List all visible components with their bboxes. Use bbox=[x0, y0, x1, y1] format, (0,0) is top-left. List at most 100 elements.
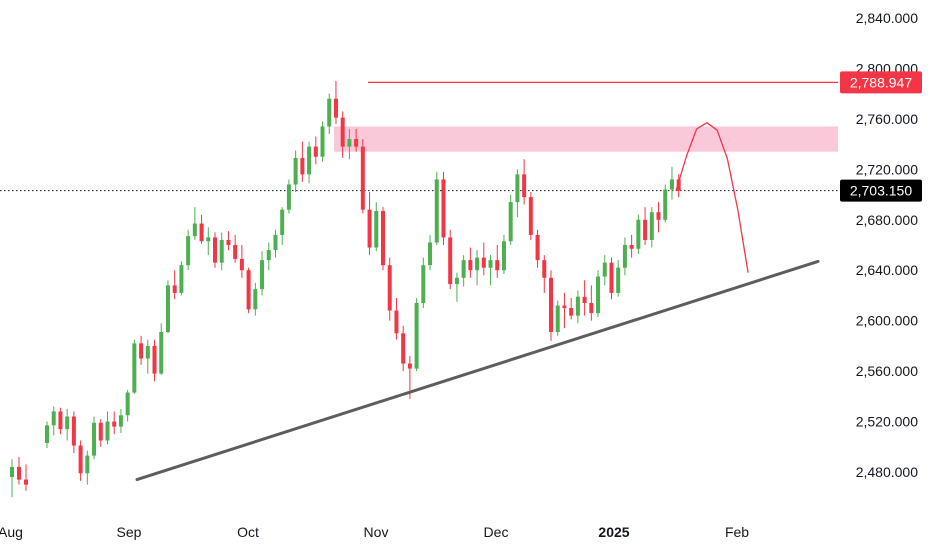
candle-body bbox=[522, 174, 527, 198]
candle bbox=[219, 232, 224, 271]
candle-body bbox=[118, 415, 123, 427]
candle-body bbox=[401, 333, 406, 364]
candle-body bbox=[555, 305, 560, 333]
candle bbox=[555, 300, 560, 336]
y-tick-label: 2,520.000 bbox=[856, 414, 918, 430]
x-tick-label: Oct bbox=[237, 524, 259, 540]
supply-zone bbox=[334, 126, 838, 152]
resistance-price-tag: 2,788.947 bbox=[840, 71, 922, 94]
candle-body bbox=[374, 210, 379, 248]
candle-body bbox=[562, 305, 567, 309]
candle-body bbox=[676, 179, 681, 191]
candle-body bbox=[582, 296, 587, 304]
candle bbox=[643, 207, 648, 245]
candle bbox=[260, 251, 265, 296]
candle-body bbox=[253, 289, 258, 310]
candle-body bbox=[360, 146, 365, 210]
candle-body bbox=[434, 179, 439, 243]
candle-body bbox=[333, 98, 338, 118]
candle-body bbox=[112, 421, 117, 427]
candle-body bbox=[394, 310, 399, 334]
y-tick-label: 2,480.000 bbox=[856, 464, 918, 480]
candle-body bbox=[636, 219, 641, 249]
candle-body bbox=[206, 237, 211, 242]
candle bbox=[51, 406, 56, 436]
candle-body bbox=[320, 126, 325, 157]
candle bbox=[428, 234, 433, 271]
candle-body bbox=[589, 303, 594, 314]
candle bbox=[280, 207, 285, 245]
candle bbox=[669, 166, 674, 200]
candle-body bbox=[616, 267, 621, 293]
candle bbox=[421, 257, 426, 309]
candle-pre-2 bbox=[24, 464, 28, 491]
candle bbox=[535, 229, 540, 268]
candle bbox=[253, 282, 258, 316]
candle bbox=[501, 234, 506, 275]
candle-body bbox=[139, 343, 144, 359]
candle bbox=[159, 323, 164, 375]
y-tick-label: 2,840.000 bbox=[856, 10, 918, 26]
candle bbox=[145, 339, 150, 374]
y-tick-label: 2,720.000 bbox=[856, 161, 918, 177]
candle bbox=[186, 229, 191, 271]
candle bbox=[582, 280, 587, 316]
x-tick-label: 2025 bbox=[598, 524, 629, 540]
candle-body bbox=[266, 250, 271, 261]
candle bbox=[139, 335, 144, 365]
candle bbox=[165, 280, 170, 334]
candle-body bbox=[152, 345, 157, 374]
candle bbox=[367, 192, 372, 256]
candle-body bbox=[65, 416, 70, 430]
candle-body bbox=[85, 455, 90, 474]
candle bbox=[468, 247, 473, 278]
candle-body bbox=[381, 210, 385, 266]
candle-pre-1-body bbox=[17, 466, 21, 480]
time-axis: Aug Sep Oct Nov Dec 2025 Feb bbox=[0, 524, 749, 540]
candle bbox=[401, 325, 406, 372]
candle bbox=[602, 255, 607, 286]
candle bbox=[475, 250, 480, 286]
candle-body bbox=[226, 239, 231, 245]
candle-body bbox=[98, 422, 103, 441]
candle-body bbox=[663, 189, 668, 220]
candle-body bbox=[414, 303, 419, 369]
candle bbox=[562, 292, 567, 329]
candle-body bbox=[468, 260, 473, 271]
candle bbox=[394, 297, 399, 340]
candle-body bbox=[71, 416, 76, 446]
candle-body bbox=[629, 245, 634, 249]
candle-body bbox=[219, 239, 224, 263]
candle-body bbox=[125, 392, 130, 416]
candle-body bbox=[495, 260, 500, 271]
candle-body bbox=[501, 241, 506, 271]
candle bbox=[589, 285, 594, 321]
candle-pre-2-body bbox=[24, 479, 28, 485]
candle bbox=[596, 270, 601, 317]
candle bbox=[45, 421, 49, 449]
candle-body bbox=[481, 257, 486, 268]
candle-body bbox=[428, 242, 433, 266]
candle bbox=[307, 141, 312, 184]
candle bbox=[132, 339, 137, 394]
candle-body bbox=[233, 245, 238, 259]
candle bbox=[85, 450, 90, 485]
candle bbox=[434, 171, 439, 245]
candle bbox=[495, 245, 500, 278]
candle-body bbox=[340, 117, 345, 147]
candle-body bbox=[105, 421, 110, 441]
candle bbox=[152, 339, 157, 382]
candle bbox=[414, 297, 419, 372]
candle bbox=[313, 136, 318, 165]
candle-body bbox=[669, 179, 674, 190]
candle bbox=[616, 260, 621, 297]
candle bbox=[246, 267, 251, 314]
candle bbox=[266, 242, 271, 271]
candle bbox=[273, 229, 278, 258]
candle-body bbox=[300, 157, 305, 175]
candle-body bbox=[246, 270, 251, 310]
candle bbox=[622, 237, 627, 276]
candle bbox=[649, 207, 654, 248]
y-tick-label: 2,680.000 bbox=[856, 212, 918, 228]
